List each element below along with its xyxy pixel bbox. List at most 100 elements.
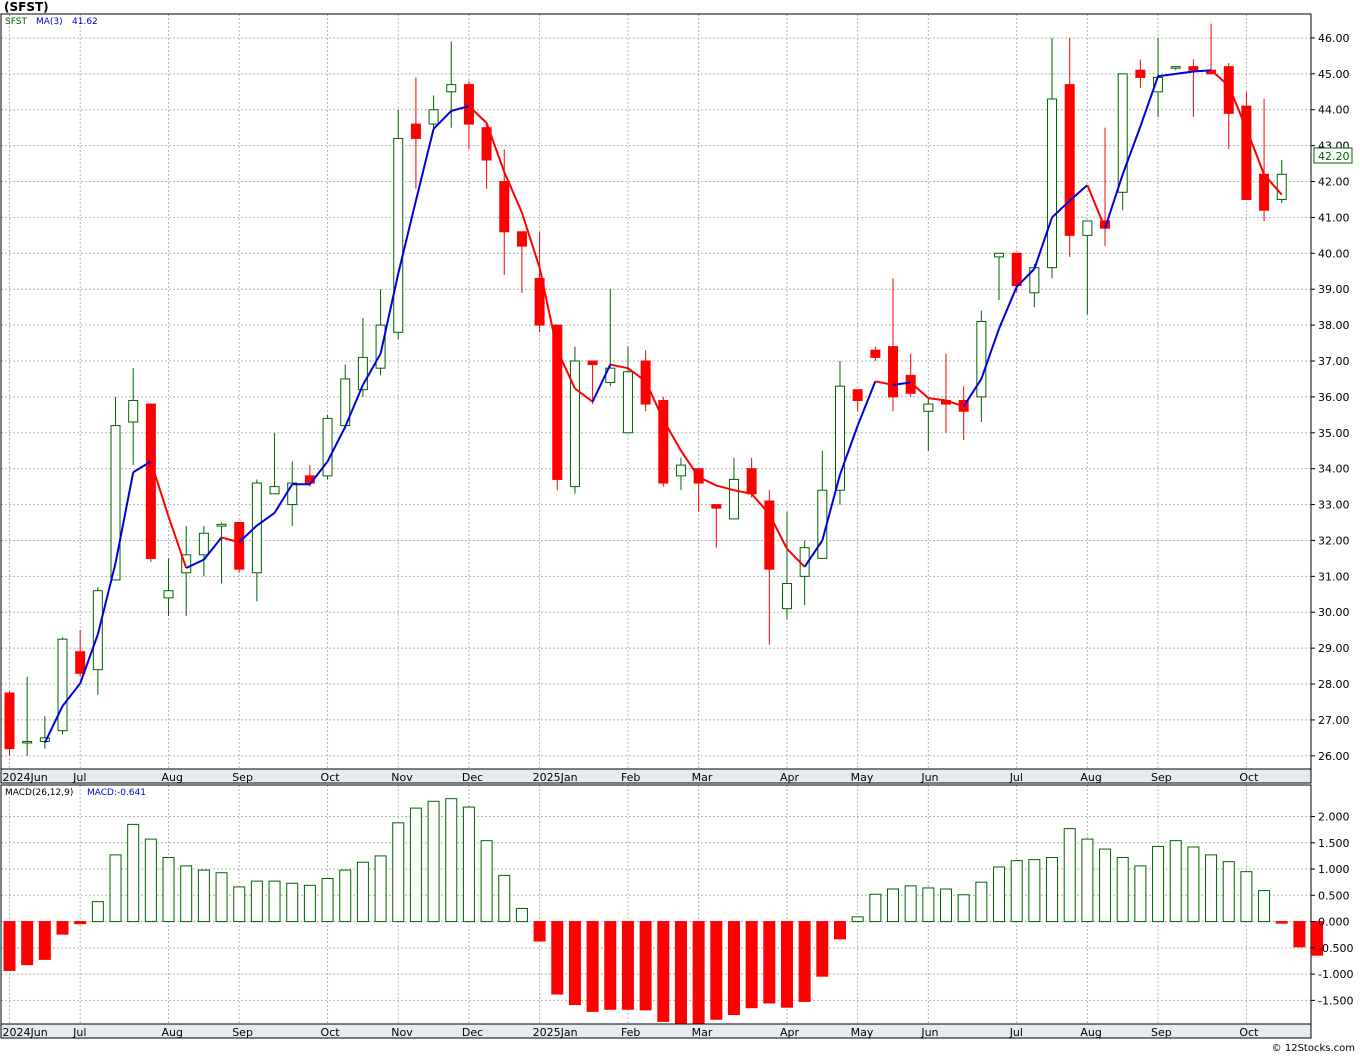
- macd-bar: [887, 888, 899, 923]
- macd-date-label: Sep: [232, 1026, 253, 1039]
- candle-body: [234, 522, 245, 570]
- macd-bar: [763, 921, 776, 1004]
- macd-bar: [392, 822, 405, 923]
- price-grid: [1, 14, 1311, 769]
- macd-bar: [268, 880, 281, 923]
- ma-segment: [574, 387, 594, 403]
- candle-body: [1276, 173, 1287, 200]
- macd-bar: [374, 855, 387, 923]
- candle-body: [410, 123, 421, 139]
- candle-body: [923, 403, 934, 412]
- price-tick-label: 40.00: [1318, 247, 1350, 260]
- ma-segment: [839, 425, 859, 475]
- macd-bar: [127, 823, 140, 923]
- ma-segment: [945, 399, 965, 408]
- macd-bar: [144, 838, 157, 923]
- candle-body: [128, 399, 139, 423]
- macd-date-label: Mar: [692, 1026, 713, 1039]
- ma-segment: [928, 397, 947, 402]
- macd-bar: [780, 921, 793, 1008]
- price-tick-label: 27.00: [1318, 714, 1350, 727]
- candle-body: [587, 360, 598, 366]
- candle-body: [481, 127, 492, 161]
- macd-bar: [1187, 846, 1200, 923]
- ma-segment: [1051, 199, 1071, 219]
- macd-bar: [109, 854, 122, 923]
- candle-body: [75, 651, 86, 674]
- price-tick-label: 34.00: [1318, 463, 1350, 476]
- price-date-label: Sep: [1151, 771, 1172, 784]
- price-tick-label: 31.00: [1318, 570, 1350, 583]
- ma-segment: [892, 381, 911, 386]
- macd-bar: [197, 869, 210, 923]
- ma-segment: [185, 558, 205, 569]
- macd-bar: [674, 921, 687, 1027]
- macd-bar: [816, 921, 829, 977]
- price-tick-label: 32.00: [1318, 534, 1350, 547]
- macd-bar: [180, 865, 193, 923]
- candle-body: [1188, 66, 1199, 71]
- macd-bar: [91, 901, 104, 923]
- price-tick-label: 41.00: [1318, 211, 1350, 224]
- macd-date-label: Apr: [780, 1026, 800, 1039]
- price-date-label: Dec: [462, 771, 483, 784]
- ma-segment: [485, 122, 506, 173]
- price-tick-label: 33.00: [1318, 499, 1350, 512]
- macd-bar: [1240, 871, 1253, 923]
- candle-body: [1223, 66, 1234, 114]
- macd-date-label: Jul: [1009, 1026, 1023, 1039]
- macd-date-label: 2025Jan: [533, 1026, 578, 1039]
- candle-body: [888, 346, 898, 398]
- ma-segment: [238, 524, 258, 543]
- candle-body: [728, 478, 739, 520]
- macd-bar: [21, 921, 34, 966]
- price-date-label: Aug: [162, 771, 183, 784]
- ma-segment: [1139, 75, 1159, 127]
- price-date-label: 2025Jan: [533, 771, 578, 784]
- candle-body: [870, 349, 881, 358]
- price-date-label: Jun: [920, 771, 938, 784]
- candle-body: [552, 324, 563, 480]
- macd-bar: [657, 921, 670, 1022]
- macd-tick-label: -1.000: [1318, 968, 1353, 981]
- ma-segment: [556, 349, 576, 389]
- ma-segment: [1121, 126, 1142, 175]
- macd-bar: [904, 885, 917, 923]
- candle-body: [446, 84, 457, 93]
- price-tick-label: 29.00: [1318, 642, 1350, 655]
- macd-bar: [356, 861, 369, 923]
- candle-body: [1117, 73, 1128, 193]
- price-date-label: Sep: [232, 771, 253, 784]
- ma-segment: [379, 273, 400, 355]
- ma-segment: [1086, 184, 1106, 229]
- legend-ma-label: MA(3): [36, 17, 63, 27]
- macd-date-label: Aug: [1080, 1026, 1101, 1039]
- ma-segment: [468, 105, 488, 124]
- macd-bar: [745, 921, 758, 1009]
- macd-bars: [3, 798, 1324, 1027]
- macd-date-label: Dec: [462, 1026, 483, 1039]
- footer-credit: © 12Stocks.com: [1272, 1043, 1355, 1054]
- macd-bar: [1311, 921, 1324, 956]
- macd-bar: [975, 881, 988, 923]
- ma-segment: [538, 267, 559, 351]
- ma-segment: [43, 705, 64, 744]
- candle-body: [251, 482, 262, 574]
- macd-tick-label: 1.000: [1318, 863, 1350, 876]
- macd-bar: [568, 921, 581, 1006]
- ma-segment: [875, 380, 894, 386]
- macd-bar: [162, 856, 175, 923]
- candle-body: [110, 425, 121, 581]
- ma-segment: [503, 171, 523, 214]
- legend-symbol: SFST: [5, 17, 27, 27]
- candle-body: [675, 464, 686, 477]
- macd-bar: [798, 921, 811, 1002]
- ma-segment: [1015, 268, 1036, 288]
- candle-body: [834, 385, 845, 491]
- candle-body: [569, 360, 580, 488]
- ma-segment: [644, 380, 665, 421]
- candle-body: [145, 403, 156, 559]
- price-date-label: 2024Jun: [3, 771, 48, 784]
- ma-segment: [61, 682, 81, 707]
- candle-body: [1170, 66, 1181, 69]
